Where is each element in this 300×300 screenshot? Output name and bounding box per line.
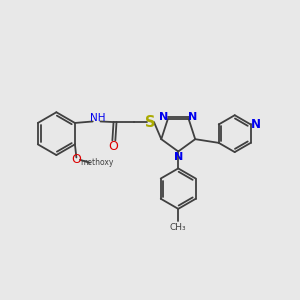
Text: S: S [145,115,155,130]
Text: N: N [174,152,183,162]
Text: N: N [188,112,197,122]
Text: O: O [109,140,118,153]
Text: CH₃: CH₃ [170,223,187,232]
Text: N: N [159,112,168,122]
Text: O: O [71,153,81,166]
Text: N: N [251,118,261,131]
Text: methoxy: methoxy [80,158,113,167]
Text: NH: NH [90,112,106,123]
